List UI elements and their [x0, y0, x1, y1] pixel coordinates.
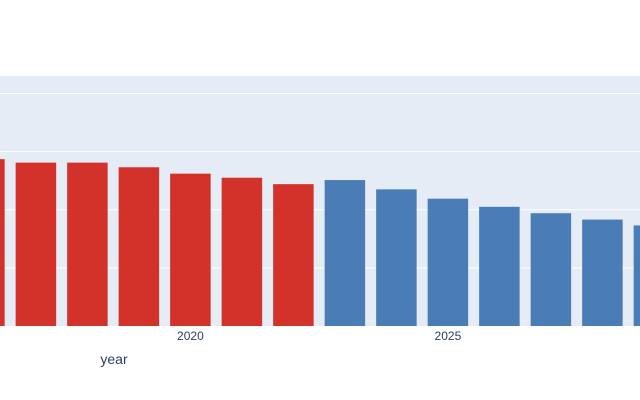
bars — [0, 159, 640, 326]
x-tick-label-2020: 2020 — [177, 329, 204, 343]
x-axis-title: year — [100, 351, 128, 367]
bar-2021 — [221, 177, 263, 326]
x-tick-labels: 2020 2025 — [177, 329, 462, 343]
bar-2027 — [530, 213, 572, 326]
bar-2024 — [376, 189, 417, 326]
x-tick-label-2025: 2025 — [435, 329, 462, 343]
bar-2022 — [273, 184, 314, 326]
bar-2029 — [633, 225, 640, 326]
bar-2023 — [324, 180, 366, 326]
bar-2016 — [0, 159, 5, 326]
bar-2028 — [582, 219, 623, 326]
bar-2019 — [118, 167, 160, 326]
bar-2025 — [427, 198, 469, 326]
bar-2026 — [479, 206, 520, 326]
bar-2018 — [67, 162, 108, 326]
bar-2017 — [15, 162, 57, 326]
bar-2020 — [170, 173, 211, 326]
